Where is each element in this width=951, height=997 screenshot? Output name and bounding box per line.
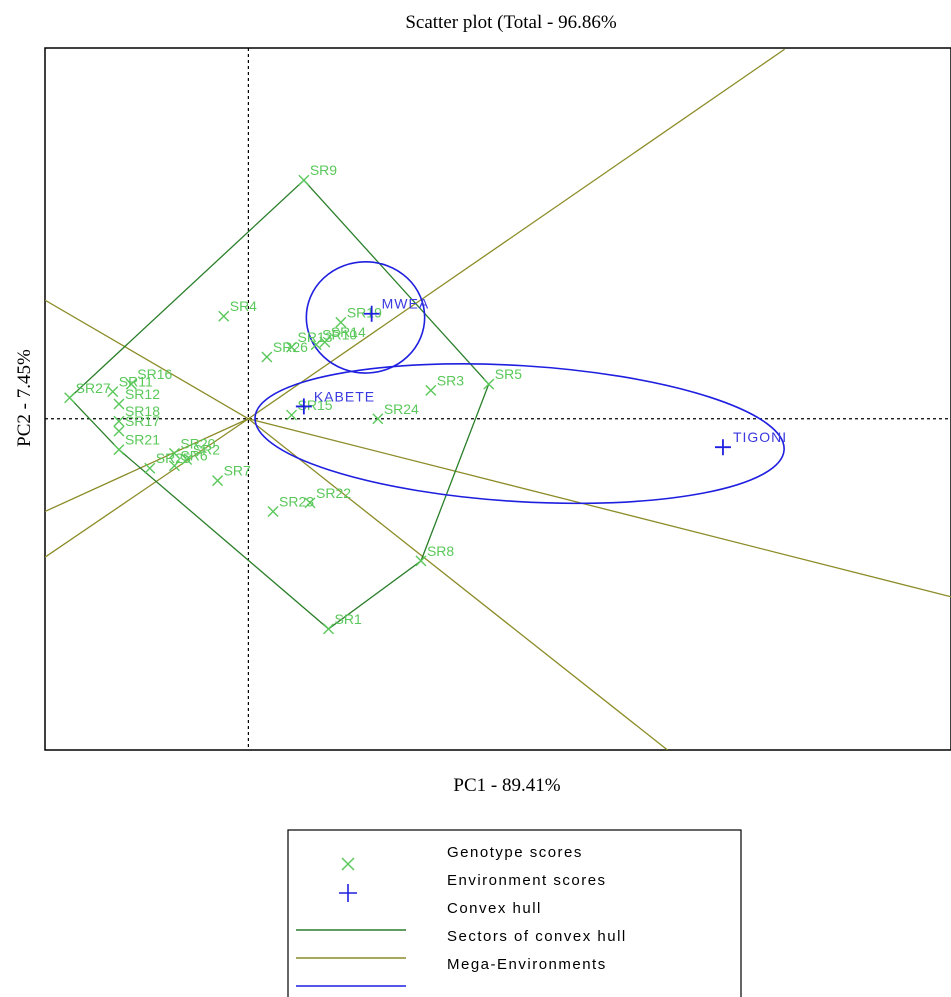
legend-label: Environment scores bbox=[447, 872, 607, 889]
genotype-label-sr25: SR25 bbox=[156, 450, 191, 466]
legend-label: Genotype scores bbox=[447, 844, 583, 861]
genotype-point-sr13 bbox=[286, 341, 298, 353]
legend: Genotype scores Environment scores Convex … bbox=[287, 829, 742, 997]
genotype-point-sr21 bbox=[113, 444, 125, 456]
mega-environment-ellipse bbox=[254, 363, 785, 505]
genotype-label-sr18: SR18 bbox=[125, 403, 160, 419]
genotype-point-sr12 bbox=[113, 398, 125, 410]
genotype-label-sr8: SR8 bbox=[427, 543, 454, 559]
genotype-label-sr10: SR10 bbox=[322, 327, 357, 343]
genotype-label-sr16: SR16 bbox=[137, 366, 172, 382]
genotype-label-sr23: SR23 bbox=[279, 493, 314, 509]
genotype-label-sr2: SR2 bbox=[193, 442, 220, 458]
sector-line bbox=[247, 418, 668, 750]
genotype-point-sr15 bbox=[286, 409, 298, 421]
genotype-point-sr4 bbox=[218, 310, 230, 322]
genotype-point-sr8 bbox=[415, 555, 427, 567]
genotype-label-sr17: SR17 bbox=[125, 413, 160, 429]
genotype-label-sr14: SR14 bbox=[331, 324, 366, 340]
genotype-point-sr2 bbox=[181, 454, 193, 466]
environment-point-tigoni bbox=[714, 439, 731, 456]
genotype-label-sr27: SR27 bbox=[76, 380, 111, 396]
genotype-point-sr20 bbox=[168, 447, 180, 459]
genotype-point-sr5 bbox=[483, 378, 495, 390]
genotype-label-sr5: SR5 bbox=[495, 366, 522, 382]
sector-line bbox=[45, 299, 249, 420]
genotype-point-sr14 bbox=[319, 336, 331, 348]
genotype-label-sr4: SR4 bbox=[230, 298, 257, 314]
genotype-label-sr9: SR9 bbox=[310, 162, 337, 178]
sector-line bbox=[45, 418, 249, 558]
genotype-point-sr9 bbox=[298, 174, 310, 186]
genotype-point-sr10 bbox=[310, 339, 322, 351]
genotype-label-sr1: SR1 bbox=[335, 611, 362, 627]
legend-label: Sectors of convex hull bbox=[447, 928, 627, 945]
genotype-label-sr24: SR24 bbox=[384, 401, 419, 417]
sector-line bbox=[248, 418, 951, 598]
genotype-point-sr11 bbox=[107, 386, 119, 398]
genotype-label-sr22: SR22 bbox=[316, 485, 351, 501]
genotype-point-sr19 bbox=[335, 316, 347, 328]
genotype-point-sr18 bbox=[113, 415, 125, 427]
genotype-point-sr26 bbox=[261, 351, 273, 363]
legend-box bbox=[287, 829, 742, 997]
mega-environment-ellipse bbox=[305, 261, 426, 374]
genotype-point-sr6 bbox=[168, 460, 180, 472]
genotype-point-sr23 bbox=[267, 505, 279, 517]
environment-point-mwea bbox=[363, 305, 380, 322]
legend-label: Convex hull bbox=[447, 900, 542, 917]
genotype-label-sr21: SR21 bbox=[125, 432, 160, 448]
legend-label: Mega-Environments bbox=[447, 956, 607, 973]
genotype-point-sr22 bbox=[304, 497, 316, 509]
sector-line bbox=[248, 48, 785, 420]
genotype-point-sr1 bbox=[323, 623, 335, 635]
environment-point-kabete bbox=[295, 398, 312, 415]
environment-label-kabete: KABETE bbox=[314, 388, 375, 404]
environment-label-mwea: MWEA bbox=[382, 296, 430, 312]
genotype-point-sr25 bbox=[144, 462, 156, 474]
genotype-label-sr19: SR19 bbox=[347, 304, 382, 320]
genotype-point-sr27 bbox=[64, 392, 76, 404]
genotype-point-sr17 bbox=[113, 425, 125, 437]
legend-genotype-symbol bbox=[341, 857, 355, 871]
legend-environment-symbol bbox=[339, 884, 357, 902]
y-axis-label: PC2 - 7.45% bbox=[14, 349, 35, 447]
plot-frame bbox=[44, 47, 951, 751]
genotype-label-sr6: SR6 bbox=[180, 448, 207, 464]
genotype-label-sr20: SR20 bbox=[180, 435, 215, 451]
genotype-label-sr7: SR7 bbox=[224, 463, 251, 479]
genotype-point-sr3 bbox=[425, 384, 437, 396]
genotype-label-sr15: SR15 bbox=[298, 397, 333, 413]
genotype-point-sr7 bbox=[212, 475, 224, 487]
genotype-point-sr16 bbox=[125, 378, 137, 390]
genotype-point-sr24 bbox=[372, 413, 384, 425]
genotype-label-sr3: SR3 bbox=[437, 372, 464, 388]
genotype-label-sr12: SR12 bbox=[125, 386, 160, 402]
genotype-label-sr11: SR11 bbox=[119, 374, 153, 390]
environment-label-tigoni: TIGONI bbox=[733, 429, 787, 445]
x-axis-label: PC1 - 89.41% bbox=[453, 775, 560, 796]
chart-title: Scatter plot (Total - 96.86% bbox=[405, 12, 616, 33]
plot-area: SR1SR2SR3SR4SR5SR6SR7SR8SR9SR10SR11SR12S… bbox=[45, 48, 951, 750]
genotype-label-sr26: SR26 bbox=[273, 339, 308, 355]
